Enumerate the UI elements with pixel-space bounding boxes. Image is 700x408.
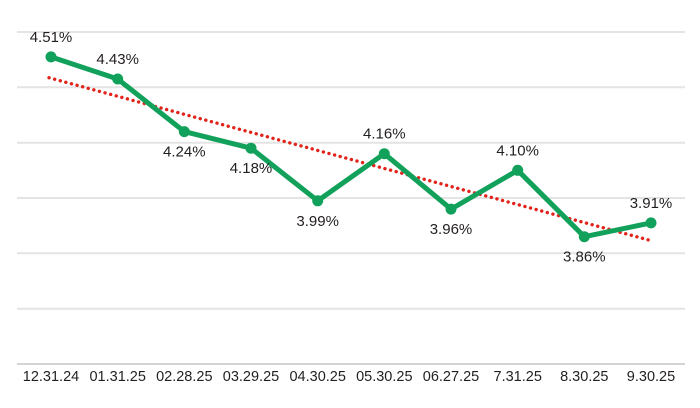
data-point-label: 3.96% [430, 221, 473, 238]
data-point-label: 4.51% [30, 29, 73, 46]
data-point-label: 3.99% [296, 213, 339, 230]
data-point-label: 3.86% [563, 249, 606, 266]
data-line [48, 54, 654, 240]
data-point-marker [578, 231, 590, 243]
x-axis-label: 06.27.25 [423, 369, 479, 385]
data-point-marker [178, 126, 190, 138]
data-point-marker [378, 148, 390, 160]
x-axis-label: 01.31.25 [89, 369, 145, 385]
data-point-marker [512, 164, 524, 176]
data-point-label: 4.43% [96, 51, 139, 68]
x-axis-label: 8.30.25 [560, 369, 608, 385]
x-axis-label: 04.30.25 [289, 369, 345, 385]
data-point-marker [645, 217, 657, 229]
x-axis-label: 12.31.24 [23, 369, 79, 385]
x-axis-label: 03.29.25 [223, 369, 279, 385]
data-point-label: 4.18% [230, 160, 273, 177]
x-axis-label: 7.31.25 [494, 369, 542, 385]
data-point-label: 4.10% [496, 142, 539, 159]
data-point-marker [312, 195, 324, 207]
x-axis-label: 02.28.25 [156, 369, 212, 385]
data-point-marker [112, 73, 124, 85]
data-point-marker [245, 142, 257, 154]
data-point-marker [45, 51, 57, 63]
x-axis-label: 05.30.25 [356, 369, 412, 385]
data-point-marker [445, 203, 457, 215]
data-point-label: 3.91% [630, 195, 673, 212]
data-point-label: 4.16% [363, 126, 406, 143]
x-axis-label: 9.30.25 [627, 369, 675, 385]
data-point-label: 4.24% [163, 144, 206, 161]
